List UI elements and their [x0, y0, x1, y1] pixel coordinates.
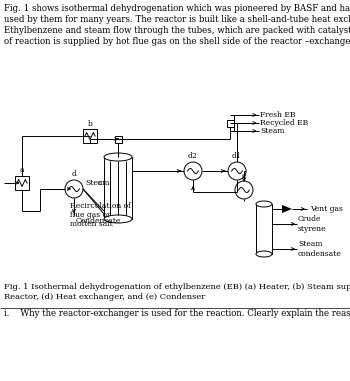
- Text: c: c: [98, 179, 102, 187]
- Text: e: e: [242, 171, 246, 179]
- Ellipse shape: [256, 251, 272, 257]
- Circle shape: [235, 181, 253, 199]
- Text: Steam: Steam: [85, 179, 110, 187]
- Text: Steam: Steam: [260, 127, 285, 135]
- Bar: [83, 129, 97, 143]
- Text: Fig. 1 shows isothermal dehydrogenation which was pioneered by BASF and has been: Fig. 1 shows isothermal dehydrogenation …: [4, 4, 350, 46]
- Text: b: b: [88, 120, 92, 128]
- Text: Fig. 1 Isothermal dehydrogenation of ethylbenzene (EB) (a) Heater, (b) Steam sup: Fig. 1 Isothermal dehydrogenation of eth…: [4, 283, 350, 301]
- Text: d: d: [71, 171, 76, 179]
- Ellipse shape: [104, 215, 132, 223]
- Text: Recirculation of
flue gas or
molten salt: Recirculation of flue gas or molten salt: [70, 202, 131, 228]
- Text: Vent gas: Vent gas: [310, 205, 343, 213]
- Text: Fresh EB: Fresh EB: [260, 111, 296, 119]
- Text: a: a: [20, 166, 24, 174]
- Circle shape: [65, 180, 83, 198]
- Bar: [114, 136, 121, 142]
- Polygon shape: [282, 205, 292, 213]
- Text: Steam
condensate: Steam condensate: [298, 240, 342, 258]
- Circle shape: [228, 162, 246, 180]
- Bar: [104, 157, 132, 219]
- Bar: [226, 120, 233, 126]
- Text: Condensate: Condensate: [76, 217, 121, 225]
- Ellipse shape: [104, 153, 132, 161]
- Circle shape: [184, 162, 202, 180]
- Text: d2: d2: [188, 152, 198, 160]
- Text: Crude
styrene: Crude styrene: [298, 215, 327, 232]
- Text: d1: d1: [232, 152, 242, 160]
- Bar: [256, 204, 272, 254]
- Text: i.    Why the reactor-exchanger is used for the reaction. Clearly explain the re: i. Why the reactor-exchanger is used for…: [4, 309, 350, 318]
- Ellipse shape: [256, 201, 272, 207]
- Text: Recycled EB: Recycled EB: [260, 119, 309, 127]
- Bar: [15, 176, 29, 190]
